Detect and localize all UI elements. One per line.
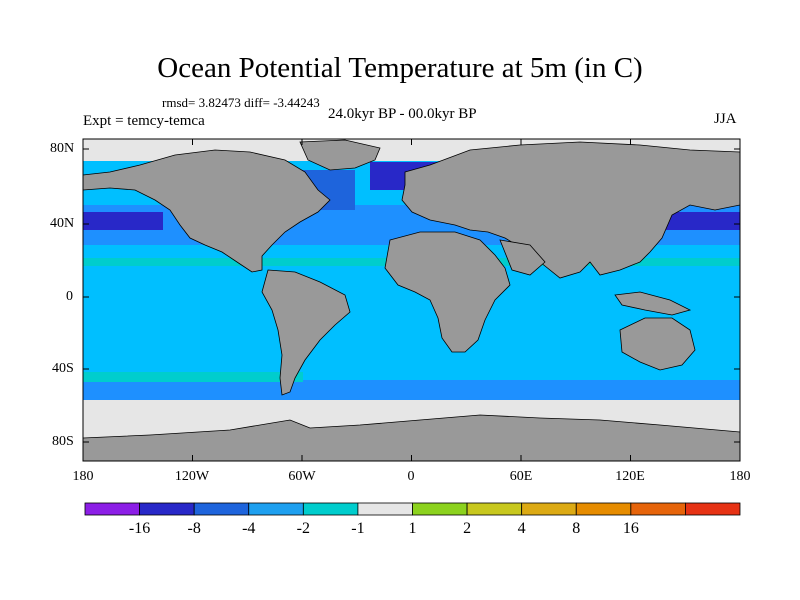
teal-band-south	[83, 372, 303, 382]
colorbar-label: -2	[296, 520, 310, 537]
colorbar-label: 8	[572, 520, 581, 537]
colorbar-swatch	[466, 502, 523, 516]
lon-label-180w: 180	[72, 469, 94, 484]
southeast-asia-islands	[614, 291, 692, 316]
colorbar-label: 2	[463, 520, 472, 537]
colorbar-label: 4	[517, 520, 526, 537]
arabia	[499, 239, 546, 276]
colorbar-swatch	[412, 502, 468, 516]
colorbar-swatch	[357, 502, 413, 516]
south-america	[261, 269, 351, 396]
colorbar-label: -4	[242, 520, 256, 537]
map-title: Ocean Potential Temperature at 5m (in C)	[157, 52, 643, 84]
lon-label-120w: 120W	[174, 469, 210, 484]
greenland	[299, 139, 381, 171]
north-pacific-dark-patch	[83, 212, 163, 230]
land-masses	[83, 139, 740, 461]
lat-label-80s: 80S	[52, 434, 74, 449]
lon-label-120e: 120E	[615, 469, 645, 484]
colorbar-label: -16	[128, 520, 151, 537]
colorbar	[84, 502, 741, 516]
lat-label-0: 0	[66, 289, 73, 304]
lat-label-40s: 40S	[52, 361, 74, 376]
colorbar-swatch	[630, 502, 686, 516]
colorbar-swatch	[302, 502, 359, 516]
colorbar-label: 1	[408, 520, 417, 537]
map-field	[83, 139, 740, 461]
colorbar-label: -1	[351, 520, 365, 537]
season-label: JJA	[714, 111, 737, 127]
period-subtitle: 24.0kyr BP - 00.0kyr BP	[328, 106, 477, 122]
lon-label-60e: 60E	[509, 469, 533, 484]
colorbar-label: -8	[187, 520, 201, 537]
colorbar-swatch	[521, 502, 577, 516]
lon-label-0: 0	[407, 469, 415, 484]
lat-label-40n: 40N	[50, 216, 75, 231]
europe-asia	[401, 141, 740, 279]
experiment-label: Expt = temcy-temca	[83, 113, 205, 129]
africa	[384, 231, 511, 353]
colorbar-swatch	[685, 502, 741, 516]
antarctica	[83, 414, 740, 461]
colorbar-label: 16	[622, 520, 639, 537]
stats-text: rmsd= 3.82473 diff= -3.44243	[162, 95, 320, 110]
lon-label-60w: 60W	[288, 469, 316, 484]
lon-label-180e: 180	[729, 469, 751, 484]
axis-ticks	[82, 139, 741, 461]
colorbar-swatch	[248, 502, 304, 516]
australia	[619, 317, 696, 371]
lat-label-80n: 80N	[50, 141, 75, 156]
north-america	[83, 149, 331, 273]
colorbar-swatch	[139, 502, 195, 516]
colorbar-swatch	[84, 502, 140, 516]
south-mid-latitude-band	[83, 380, 740, 400]
colorbar-swatch	[575, 502, 632, 516]
colorbar-swatch	[193, 502, 250, 516]
